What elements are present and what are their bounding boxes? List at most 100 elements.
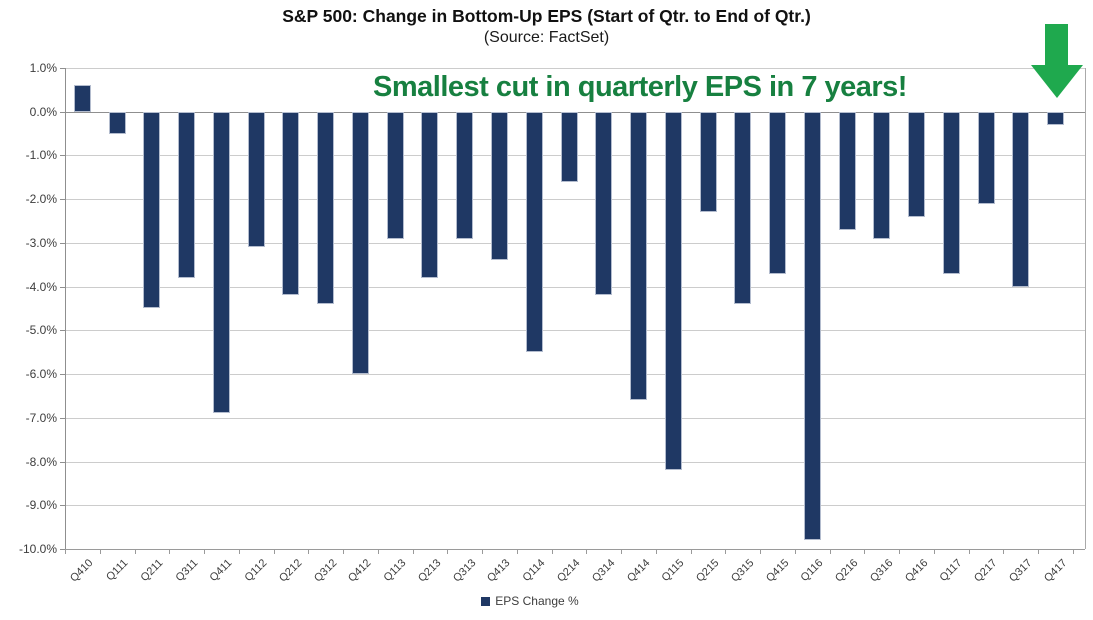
bar [699,111,717,213]
y-tick-label: -2.0% [25,192,57,207]
bar [908,111,926,217]
bar [769,111,787,274]
y-axis-tick [60,242,65,244]
bar [734,111,752,305]
y-tick-label: -7.0% [25,410,57,425]
x-axis-tick [482,550,484,554]
plot-right-border [1085,68,1086,549]
y-axis-tick [60,155,65,157]
bar [942,111,960,274]
bar [595,111,613,296]
x-axis-tick [134,550,136,554]
y-axis-tick [60,417,65,419]
gridline [65,417,1085,419]
bar [525,111,543,353]
y-axis-tick [60,330,65,332]
gridline [65,461,1085,463]
x-axis-tick [690,550,692,554]
x-axis-tick [273,550,275,554]
legend: EPS Change % [0,594,1060,608]
x-axis-tick [65,550,66,554]
y-tick-label: -1.0% [25,148,57,163]
chart-subtitle: (Source: FactSet) [483,29,610,46]
x-axis-tick [516,550,518,554]
gridline [65,68,1085,69]
bar [1012,111,1030,287]
chart-title: S&P 500: Change in Bottom-Up EPS (Start … [282,6,811,26]
x-axis-tick [760,550,762,554]
x-axis-tick [204,550,206,554]
x-axis-tick [655,550,657,554]
bar [143,111,161,309]
bar [351,111,369,375]
x-axis-tick [377,550,379,554]
x-axis-tick [864,550,866,554]
y-axis-tick [60,68,65,69]
y-tick-label: -10.0% [18,542,57,556]
y-axis-tick [60,549,65,550]
gridline [65,505,1085,507]
bar [421,111,439,278]
y-tick-label: -8.0% [25,454,57,469]
gridline [65,286,1085,288]
bar [317,111,335,305]
legend-label: EPS Change % [495,594,579,608]
bar [1047,111,1065,125]
bar [108,111,126,134]
bar [977,111,995,204]
legend-swatch-icon [481,596,491,606]
x-axis-tick [968,550,970,554]
x-axis-tick [412,550,414,554]
x-axis-tick [169,550,171,554]
y-axis-line [65,68,66,549]
x-axis-tick [829,550,831,554]
gridline [65,330,1085,332]
x-axis-tick [1073,550,1074,554]
bar [282,111,300,296]
bar [73,85,91,112]
down-arrow-head [1031,65,1083,98]
y-axis-tick [60,111,65,113]
bar [560,111,578,182]
y-axis-tick [60,505,65,507]
x-axis-tick [899,550,901,554]
bar [247,111,265,248]
x-axis-tick [933,550,935,554]
y-tick-label: -4.0% [25,279,57,294]
gridline [65,199,1085,201]
y-tick-label: -9.0% [25,498,57,513]
down-arrow-stem [1045,24,1068,66]
x-axis-tick [1038,550,1040,554]
bar [490,111,508,261]
y-axis-tick [60,286,65,288]
bar [212,111,230,414]
bar [838,111,856,230]
x-axis-tick [621,550,623,554]
x-axis-tick [308,550,310,554]
x-axis-tick [725,550,727,554]
bar [664,111,682,471]
annotation-text: Smallest cut in quarterly EPS in 7 years… [373,71,907,103]
down-arrow-icon [1031,24,1084,98]
gridline [65,374,1085,376]
x-axis-tick [1003,550,1005,554]
y-tick-label: -3.0% [25,235,57,250]
bar [386,111,404,239]
bar [456,111,474,239]
x-axis-tick [447,550,449,554]
gridline [65,549,1085,550]
bar [803,111,821,541]
x-axis-tick [551,550,553,554]
bar [630,111,648,401]
y-tick-label: -5.0% [25,323,57,338]
y-axis-tick [60,461,65,463]
gridline [65,242,1085,244]
x-axis-tick [99,550,101,554]
bar [873,111,891,239]
bar [178,111,196,278]
y-tick-label: 0.0% [29,104,57,119]
y-tick-label: -6.0% [25,367,57,382]
x-axis-tick [586,550,588,554]
x-axis-tick [238,550,240,554]
